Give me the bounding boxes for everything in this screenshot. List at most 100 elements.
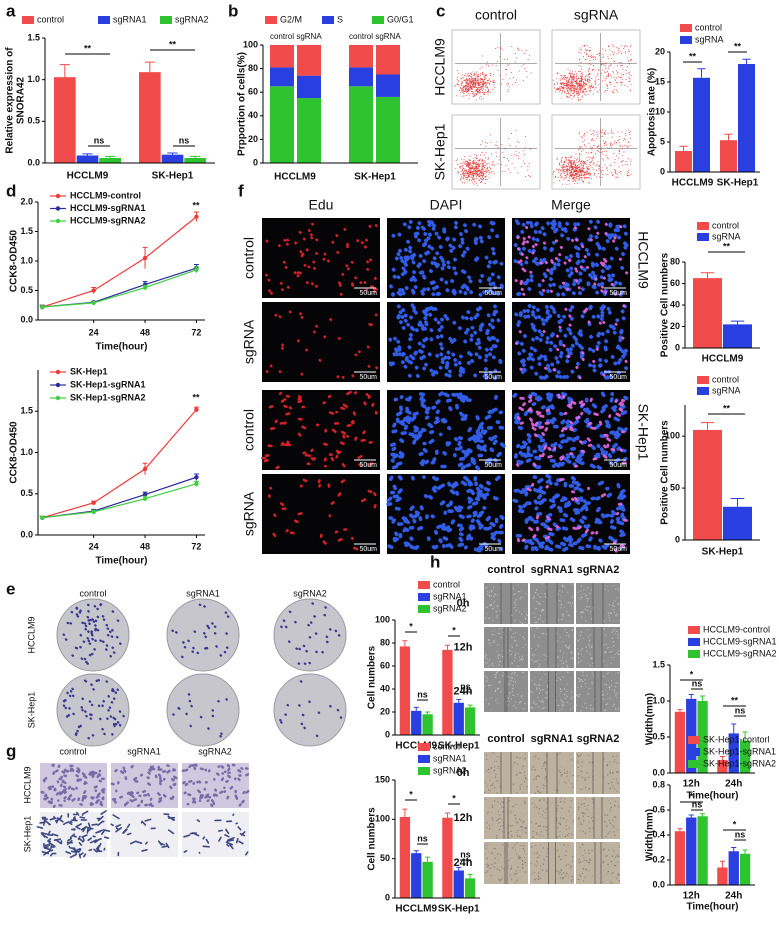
legend-label: control xyxy=(433,741,460,751)
wound-gap xyxy=(505,671,507,712)
column-label: sgRNA1 xyxy=(127,746,161,756)
significance-label: * xyxy=(690,669,694,679)
marker xyxy=(91,288,96,293)
legend-label: SK-Hep1-sgRNA1 xyxy=(70,379,146,389)
panel-letter: a xyxy=(6,1,16,20)
bar xyxy=(422,714,433,735)
column-label: control xyxy=(79,588,106,598)
x-axis-label: Time(hour) xyxy=(686,902,738,913)
column-label: sgRNA2 xyxy=(293,588,327,598)
significance-label: * xyxy=(452,625,456,635)
legend-swatch xyxy=(418,755,430,763)
row-label: SK-Hep1 xyxy=(432,123,448,180)
cells xyxy=(516,393,627,468)
culture-dish xyxy=(166,598,240,672)
scale-label: 50um xyxy=(484,290,502,297)
error-bar xyxy=(82,153,93,156)
legend-swatch xyxy=(322,16,334,24)
error-bar xyxy=(730,320,745,325)
quadrant-lines xyxy=(455,33,537,101)
error-bar xyxy=(677,709,683,712)
colonies xyxy=(62,678,125,740)
marker xyxy=(194,475,199,480)
significance-label: ns xyxy=(692,799,703,809)
bar xyxy=(442,817,453,898)
wound-edges xyxy=(594,671,602,712)
bar-segment xyxy=(297,75,321,99)
colonies xyxy=(279,680,343,738)
bar xyxy=(723,506,752,540)
micrograph xyxy=(512,302,630,382)
scale-label: 50um xyxy=(609,290,627,297)
cell-texture xyxy=(576,753,620,793)
significance-label: ** xyxy=(731,695,739,705)
wound-gap xyxy=(548,797,556,839)
column-label: control xyxy=(59,746,86,756)
bar-segment xyxy=(376,96,400,163)
legend-label: G0/G1 xyxy=(387,14,414,24)
significance-label: ** xyxy=(689,51,697,61)
bar-segment xyxy=(349,67,373,87)
bar xyxy=(422,861,433,898)
scale-label: 50um xyxy=(484,546,502,553)
bar xyxy=(99,158,121,163)
transwell-image xyxy=(111,763,178,808)
cells xyxy=(388,303,503,381)
micrograph xyxy=(262,390,380,470)
migrated-cells xyxy=(40,763,106,808)
cells xyxy=(516,478,628,553)
error-bar xyxy=(190,155,201,158)
legend-swatch xyxy=(688,760,700,768)
bar xyxy=(739,853,751,885)
legend-swatch xyxy=(372,16,384,24)
y-axis-label: Prpportion of cells(%) xyxy=(237,52,248,156)
bar-segment xyxy=(297,98,321,163)
marker xyxy=(142,496,148,501)
bar xyxy=(697,701,708,773)
significance-label: ns xyxy=(735,829,746,839)
y-axis-label: Positive Cell numbers xyxy=(660,252,671,357)
y-tick-label: 20 xyxy=(380,706,390,716)
category-label: SK-Hep1 xyxy=(438,904,480,915)
significance-label: ns xyxy=(417,689,428,699)
y-tick-label: 1.5 xyxy=(20,406,33,416)
cell-texture xyxy=(577,797,620,838)
x-axis-label: Time(hour) xyxy=(686,791,738,802)
cells xyxy=(265,310,379,379)
significance-label: ns xyxy=(94,135,105,145)
bar xyxy=(411,853,422,898)
error-bar xyxy=(731,847,737,852)
flow-plot xyxy=(551,114,641,190)
cells xyxy=(268,478,377,551)
y-axis-label: Relative expression of xyxy=(5,47,16,154)
legend-label: SK-Hep1-contorl xyxy=(703,734,770,744)
legend-label: control xyxy=(712,374,739,384)
error-bar xyxy=(700,813,706,817)
micrograph xyxy=(262,474,380,554)
y-tick-label: 20 xyxy=(248,134,258,144)
y-tick-label: 0.5 xyxy=(27,116,40,126)
flow-plot xyxy=(451,29,541,105)
column-label: Edu xyxy=(309,197,334,213)
panel-letter: f xyxy=(238,181,244,200)
row-label: SK-Hep1 xyxy=(26,692,36,729)
wound-gap xyxy=(548,842,556,884)
significance-label: * xyxy=(452,793,456,803)
category-label: 12h xyxy=(683,779,700,790)
wound-edges xyxy=(594,842,602,884)
legend-swatch xyxy=(697,222,709,230)
marker xyxy=(142,492,148,497)
error-bar xyxy=(444,812,450,818)
error-bar xyxy=(677,828,683,832)
wound-edges xyxy=(504,842,508,884)
error-bar xyxy=(402,640,408,647)
marker xyxy=(194,481,199,487)
legend-label: HCCLM9-sgRNA1 xyxy=(703,636,777,646)
error-bar xyxy=(105,155,116,158)
migrated-cells xyxy=(36,810,111,859)
row-label: 0h xyxy=(457,767,470,779)
error-bar xyxy=(402,808,408,817)
y-tick-label: 150 xyxy=(375,774,390,784)
legend-marker xyxy=(55,218,61,224)
error-bar xyxy=(730,497,745,507)
